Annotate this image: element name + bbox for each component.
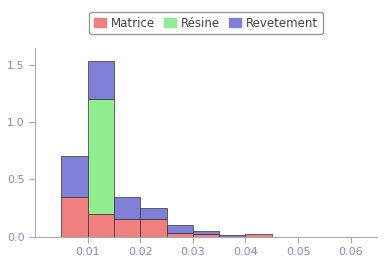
Bar [114,196,140,219]
Bar [114,219,140,237]
Bar [88,214,114,237]
Bar [167,225,193,233]
Bar [61,196,88,237]
Bar [140,208,167,219]
Bar [219,235,245,237]
Bar [140,219,167,237]
Bar [88,61,114,99]
Bar [245,234,272,237]
Bar [61,156,88,196]
Bar [193,232,219,234]
Bar [193,234,219,237]
Legend: Matrice, Résine, Revetement: Matrice, Résine, Revetement [89,12,323,34]
Bar [88,99,114,214]
Bar [167,233,193,237]
